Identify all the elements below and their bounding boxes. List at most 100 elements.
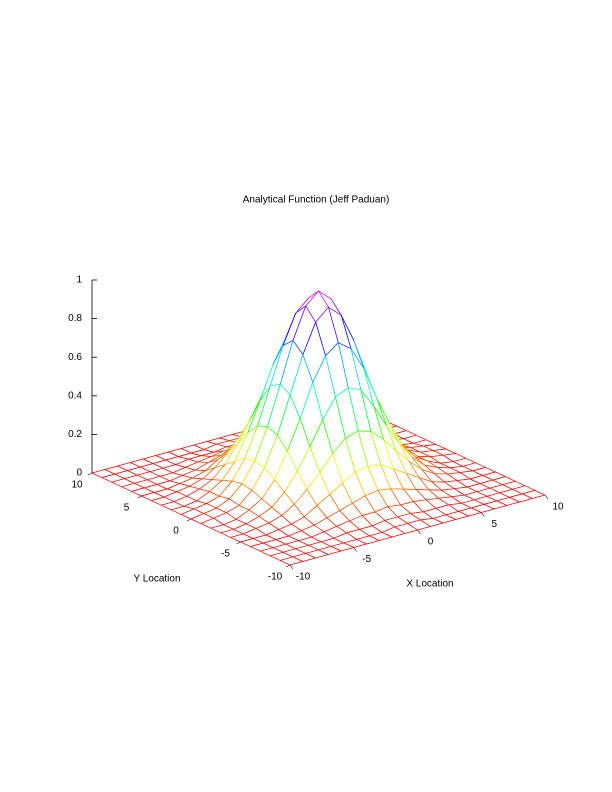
x-axis-label: X Location: [406, 579, 453, 590]
mesh-edge: [180, 508, 194, 515]
mesh-face: [225, 432, 248, 465]
mesh-edge: [213, 512, 227, 519]
mesh-face: [362, 511, 385, 526]
mesh-edge: [301, 530, 312, 538]
mesh-face: [295, 291, 319, 314]
mesh-edge: [279, 340, 294, 385]
mesh-edge: [182, 475, 193, 479]
mesh-face: [438, 496, 462, 505]
mesh-face: [338, 342, 361, 391]
mesh-edge: [260, 385, 271, 401]
mesh-edge: [280, 556, 293, 561]
mesh-face: [212, 461, 235, 481]
mesh-edge: [349, 520, 360, 530]
mesh-edge: [376, 397, 390, 424]
mesh-edge: [418, 477, 430, 491]
mesh-edge: [227, 435, 241, 453]
mesh-edge: [279, 384, 291, 396]
mesh-edge: [339, 510, 350, 522]
mesh-edge: [493, 505, 507, 510]
mesh-edge: [142, 455, 156, 460]
mesh-face: [390, 488, 414, 505]
mesh-edge: [397, 516, 408, 524]
mesh-edge: [372, 525, 383, 533]
mesh-face: [426, 498, 449, 509]
mesh-edge: [193, 441, 207, 446]
mesh-face: [216, 440, 240, 447]
mesh-edge: [299, 382, 314, 419]
mesh-edge: [101, 473, 115, 478]
mesh-face: [396, 451, 419, 478]
mesh-edge: [403, 434, 417, 440]
mesh-face: [314, 517, 337, 532]
mesh-edge: [340, 315, 352, 349]
mesh-edge: [253, 534, 267, 539]
mesh-edge: [400, 504, 411, 514]
mesh-edge: [534, 490, 546, 496]
mesh-edge: [370, 431, 384, 440]
mesh-edge: [390, 488, 401, 506]
mesh-edge: [114, 473, 125, 480]
mesh-edge: [407, 523, 418, 531]
mesh-edge: [325, 342, 339, 357]
mesh-edge: [464, 491, 478, 496]
mesh-edge: [420, 518, 434, 521]
mesh-edge: [471, 507, 482, 513]
mesh-edge: [386, 425, 397, 452]
mesh-face: [264, 435, 288, 480]
mesh-edge: [459, 472, 471, 480]
y-tick-label: -5: [221, 549, 230, 560]
mesh-edge: [190, 518, 202, 524]
mesh-edge: [318, 290, 332, 300]
mesh-face: [203, 444, 227, 453]
mesh-face: [335, 387, 359, 439]
mesh-face: [201, 451, 224, 457]
mesh-edge: [383, 439, 397, 452]
z-tick-label: 0.6: [68, 352, 82, 363]
mesh-edge: [486, 495, 497, 502]
mesh-edge: [479, 479, 493, 484]
mesh-edge: [277, 394, 291, 436]
mesh-edge: [214, 452, 229, 468]
mesh-edge: [302, 322, 316, 355]
mesh-edge: [250, 546, 261, 552]
mesh-edge: [289, 561, 303, 566]
mesh-edge: [274, 479, 285, 493]
mesh-edge: [205, 467, 216, 472]
mesh-edge: [284, 471, 298, 493]
mesh-face: [176, 486, 200, 497]
mesh-face: [435, 504, 459, 515]
mesh-edge: [336, 526, 347, 534]
mesh-edge: [433, 450, 444, 456]
mesh-edge: [250, 542, 264, 547]
z-tick-label: 0: [76, 468, 82, 479]
mesh-edge: [261, 498, 272, 508]
mesh-edge: [274, 451, 288, 480]
mesh-edge: [206, 503, 217, 509]
mesh-edge: [216, 498, 230, 509]
mesh-edge: [457, 478, 471, 481]
mesh-edge: [265, 529, 279, 536]
mesh-edge: [168, 448, 182, 453]
mesh-face: [424, 465, 448, 475]
mesh-edge: [267, 384, 281, 427]
mesh-edge: [272, 345, 284, 365]
mesh-edge: [202, 478, 213, 480]
mesh-face: [441, 488, 465, 497]
mesh-edge: [492, 476, 506, 481]
mesh-edge: [386, 425, 400, 444]
mesh-edge: [393, 468, 404, 490]
mesh-edge: [209, 491, 220, 497]
mesh-edge: [255, 528, 267, 536]
mesh-edge: [154, 488, 168, 493]
mesh-face: [417, 456, 441, 464]
mesh-edge: [413, 439, 427, 444]
y-tick-label: 5: [124, 503, 130, 514]
mesh-edge: [234, 457, 245, 462]
mesh-edge: [230, 533, 244, 538]
mesh-edge: [172, 467, 186, 474]
mesh-edge: [312, 355, 326, 383]
mesh-edge: [336, 520, 350, 527]
mesh-face: [397, 513, 421, 524]
mesh-edge: [410, 513, 421, 521]
